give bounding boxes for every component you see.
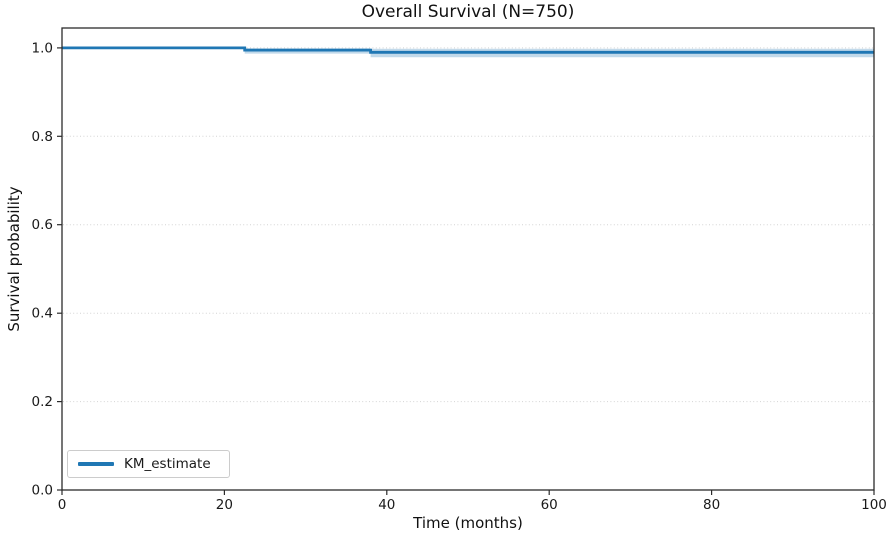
y-tick-label: 1.0 — [32, 40, 53, 56]
x-axis-label: Time (months) — [413, 514, 523, 532]
y-tick-label: 0.8 — [32, 129, 53, 145]
legend-label: KM_estimate — [124, 456, 211, 472]
y-tick-label: 0.6 — [32, 217, 53, 233]
x-tick-label: 60 — [541, 497, 558, 513]
legend: KM_estimate — [67, 450, 230, 478]
y-tick-label: 0.2 — [32, 394, 53, 410]
chart-title: Overall Survival (N=750) — [361, 2, 575, 22]
y-tick-label: 0.0 — [32, 483, 53, 499]
survival-curve — [62, 46, 874, 54]
plot-spines — [61, 27, 875, 491]
x-tick-label: 40 — [378, 497, 395, 513]
x-tick-label: 20 — [216, 497, 233, 513]
y-axis-label: Survival probability — [5, 186, 23, 332]
legend-line-sample — [78, 462, 114, 466]
x-tick-label: 0 — [58, 497, 67, 513]
y-tick-label: 0.4 — [32, 306, 53, 322]
x-tick-label: 100 — [861, 497, 886, 513]
x-tick-label: 80 — [703, 497, 720, 513]
